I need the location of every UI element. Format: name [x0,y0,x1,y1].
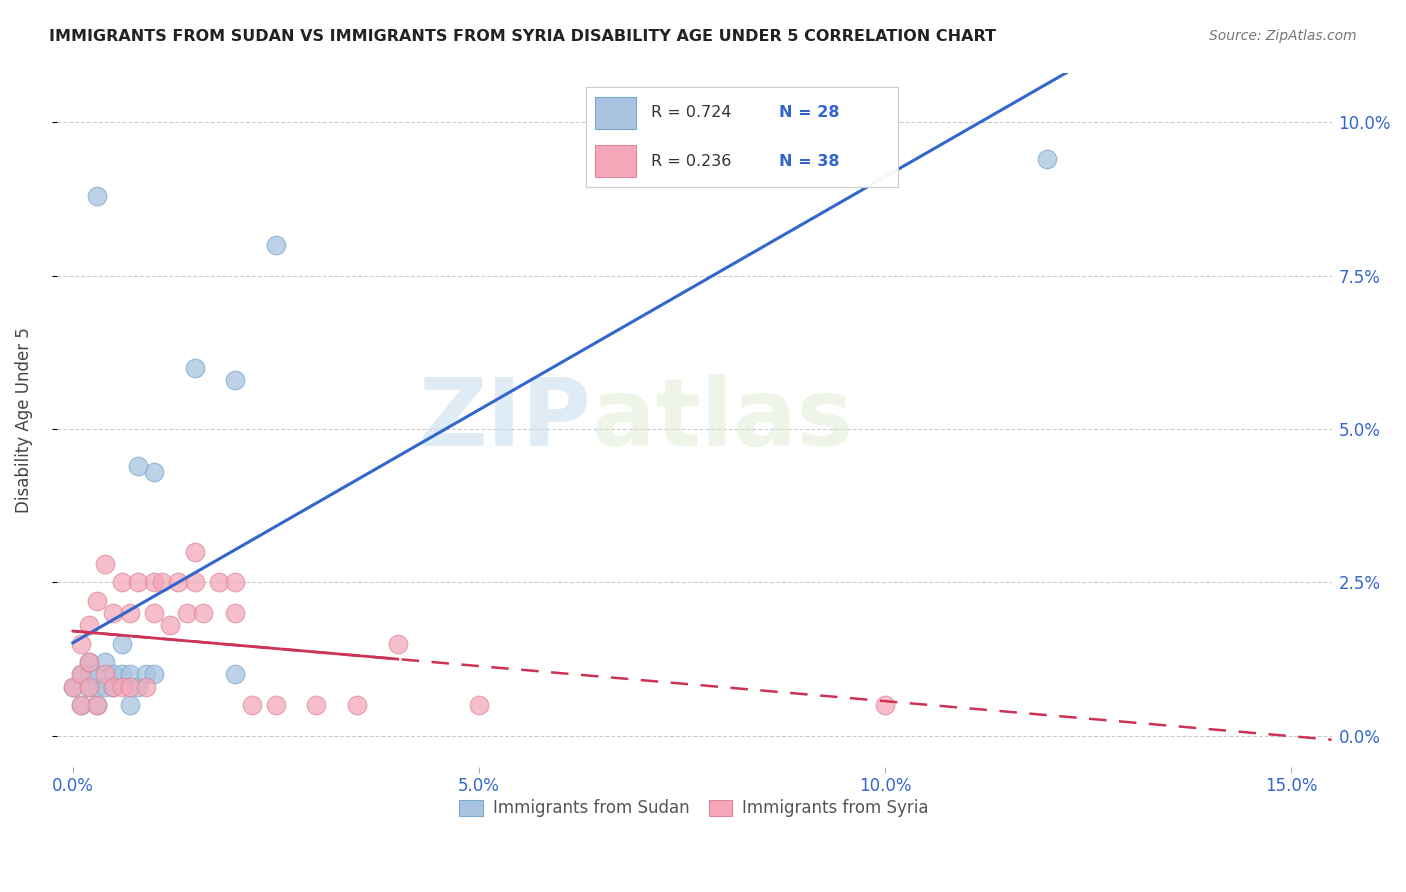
Point [77,667,100,681]
Point [118,606,141,620]
Point [143,606,166,620]
Point [150,575,173,590]
Point [224,373,246,387]
Point [77,618,100,632]
Point [62,680,84,694]
Point [77,655,100,669]
Point [183,575,205,590]
Text: ZIP: ZIP [419,374,592,466]
Point [77,680,100,694]
Point [183,545,205,559]
Point [86,188,108,202]
Point [103,680,125,694]
Point [86,698,108,713]
Point [103,680,125,694]
Text: atlas: atlas [592,374,853,466]
Point [167,575,190,590]
Point [70,667,93,681]
Point [118,698,141,713]
Point [94,667,117,681]
Point [103,606,125,620]
Point [86,680,108,694]
Point [224,606,246,620]
Point [224,667,246,681]
Point [159,618,181,632]
Point [94,680,117,694]
Point [305,698,328,713]
Legend: Immigrants from Sudan, Immigrants from Syria: Immigrants from Sudan, Immigrants from S… [453,793,935,824]
Point [86,667,108,681]
Point [240,698,263,713]
Point [118,680,141,694]
Point [143,465,166,479]
Point [387,637,409,651]
Point [70,698,93,713]
Point [143,667,166,681]
Point [135,680,157,694]
Point [86,698,108,713]
Point [873,698,896,713]
Point [70,667,93,681]
Point [143,575,166,590]
Point [86,594,108,608]
Point [264,237,287,252]
Point [127,458,149,473]
Point [110,667,132,681]
Point [224,575,246,590]
Point [110,680,132,694]
Text: IMMIGRANTS FROM SUDAN VS IMMIGRANTS FROM SYRIA DISABILITY AGE UNDER 5 CORRELATIO: IMMIGRANTS FROM SUDAN VS IMMIGRANTS FROM… [49,29,997,44]
Point [264,698,287,713]
Point [103,667,125,681]
Point [208,575,231,590]
Point [94,557,117,571]
Point [70,698,93,713]
Point [77,680,100,694]
Point [176,606,198,620]
Point [118,667,141,681]
Point [77,655,100,669]
Point [94,655,117,669]
Point [127,680,149,694]
Point [191,606,214,620]
Point [346,698,368,713]
Point [70,637,93,651]
Point [127,575,149,590]
Point [468,698,491,713]
Point [183,360,205,375]
Point [62,680,84,694]
Point [135,667,157,681]
Point [1036,152,1059,166]
Point [110,637,132,651]
Y-axis label: Disability Age Under 5: Disability Age Under 5 [15,326,32,513]
Point [110,575,132,590]
Text: Source: ZipAtlas.com: Source: ZipAtlas.com [1209,29,1357,43]
